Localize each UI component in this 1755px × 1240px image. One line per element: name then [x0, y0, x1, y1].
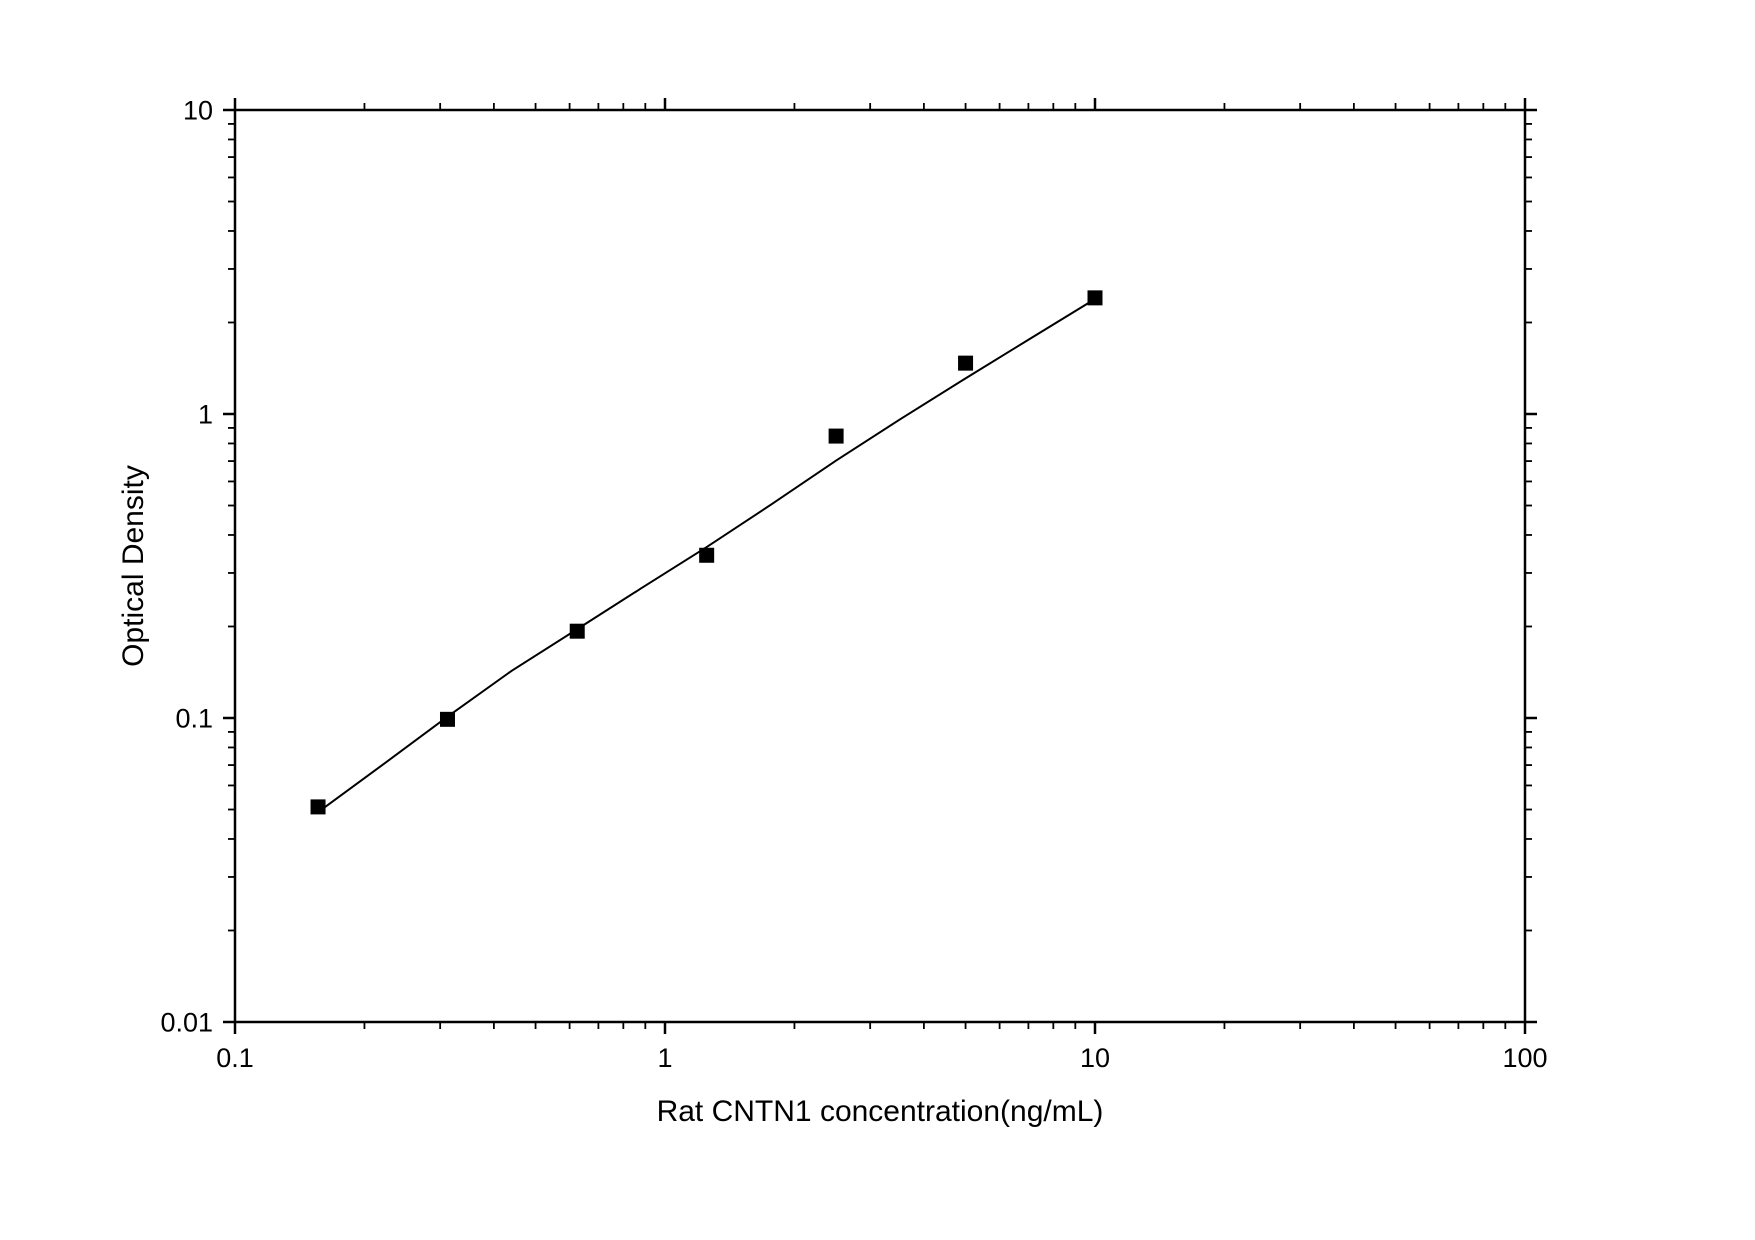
- axes: [235, 110, 1525, 1022]
- data-marker: [440, 712, 454, 726]
- ticks: 0.11101000.010.1110: [160, 95, 1547, 1073]
- y-axis-label: Optical Density: [117, 465, 150, 667]
- y-tick-label: 10: [183, 95, 213, 125]
- data-marker: [311, 800, 325, 814]
- y-tick-label: 0.1: [175, 703, 213, 733]
- data-marker: [570, 624, 584, 638]
- x-tick-label: 1: [657, 1043, 672, 1073]
- page: 0.11101000.010.1110 Rat CNTN1 concentrat…: [0, 0, 1755, 1240]
- data-points: [311, 291, 1102, 814]
- data-marker: [829, 429, 843, 443]
- chart-svg: 0.11101000.010.1110 Rat CNTN1 concentrat…: [0, 0, 1755, 1240]
- x-axis-label: Rat CNTN1 concentration(ng/mL): [657, 1095, 1104, 1128]
- x-tick-label: 100: [1502, 1043, 1547, 1073]
- data-marker: [959, 356, 973, 370]
- y-tick-label: 0.01: [160, 1007, 213, 1037]
- data-marker: [700, 548, 714, 562]
- x-tick-label: 0.1: [216, 1043, 254, 1073]
- standard-curve-chart: 0.11101000.010.1110 Rat CNTN1 concentrat…: [0, 0, 1755, 1240]
- y-tick-label: 1: [198, 399, 213, 429]
- axis-labels: Rat CNTN1 concentration(ng/mL) Optical De…: [117, 465, 1103, 1128]
- data-marker: [1088, 291, 1102, 305]
- x-tick-label: 10: [1080, 1043, 1110, 1073]
